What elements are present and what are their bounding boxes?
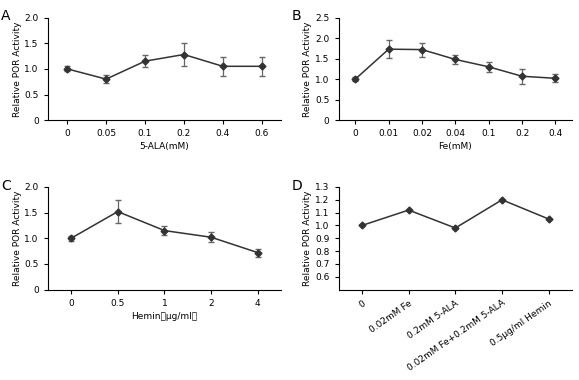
X-axis label: Fe(mM): Fe(mM) [438, 142, 472, 151]
Y-axis label: Relative POR Activity: Relative POR Activity [303, 21, 313, 117]
Y-axis label: Relative POR Activity: Relative POR Activity [303, 190, 313, 286]
X-axis label: Hemin（μg/ml）: Hemin（μg/ml） [131, 312, 197, 321]
Text: B: B [292, 10, 302, 24]
Text: A: A [1, 10, 10, 24]
Text: D: D [292, 179, 303, 193]
X-axis label: 5-ALA(mM): 5-ALA(mM) [140, 142, 189, 151]
Y-axis label: Relative POR Activity: Relative POR Activity [13, 190, 21, 286]
Text: C: C [1, 179, 11, 193]
Y-axis label: Relative POR Activity: Relative POR Activity [13, 21, 21, 117]
